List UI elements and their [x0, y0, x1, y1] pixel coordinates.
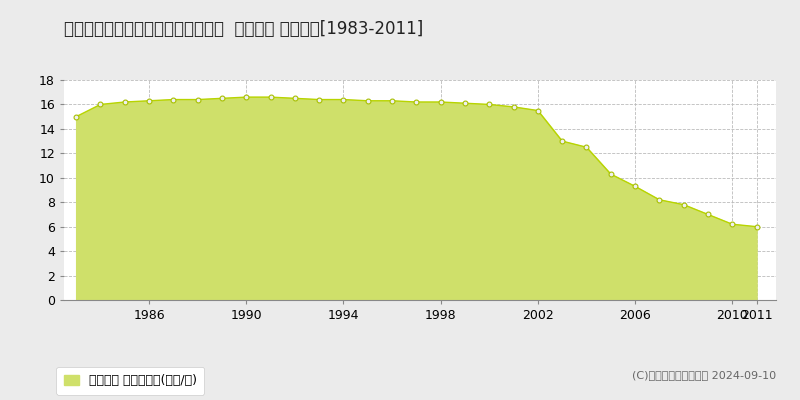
Text: 宮城県石巻市川口町２丁目３７番５  地価公示 地価推移[1983-2011]: 宮城県石巻市川口町２丁目３７番５ 地価公示 地価推移[1983-2011]: [64, 20, 423, 38]
Legend: 地価公示 平均坪単価(万円/坪): 地価公示 平均坪単価(万円/坪): [56, 367, 204, 395]
Text: (C)土地価格ドットコム 2024-09-10: (C)土地価格ドットコム 2024-09-10: [632, 370, 776, 380]
